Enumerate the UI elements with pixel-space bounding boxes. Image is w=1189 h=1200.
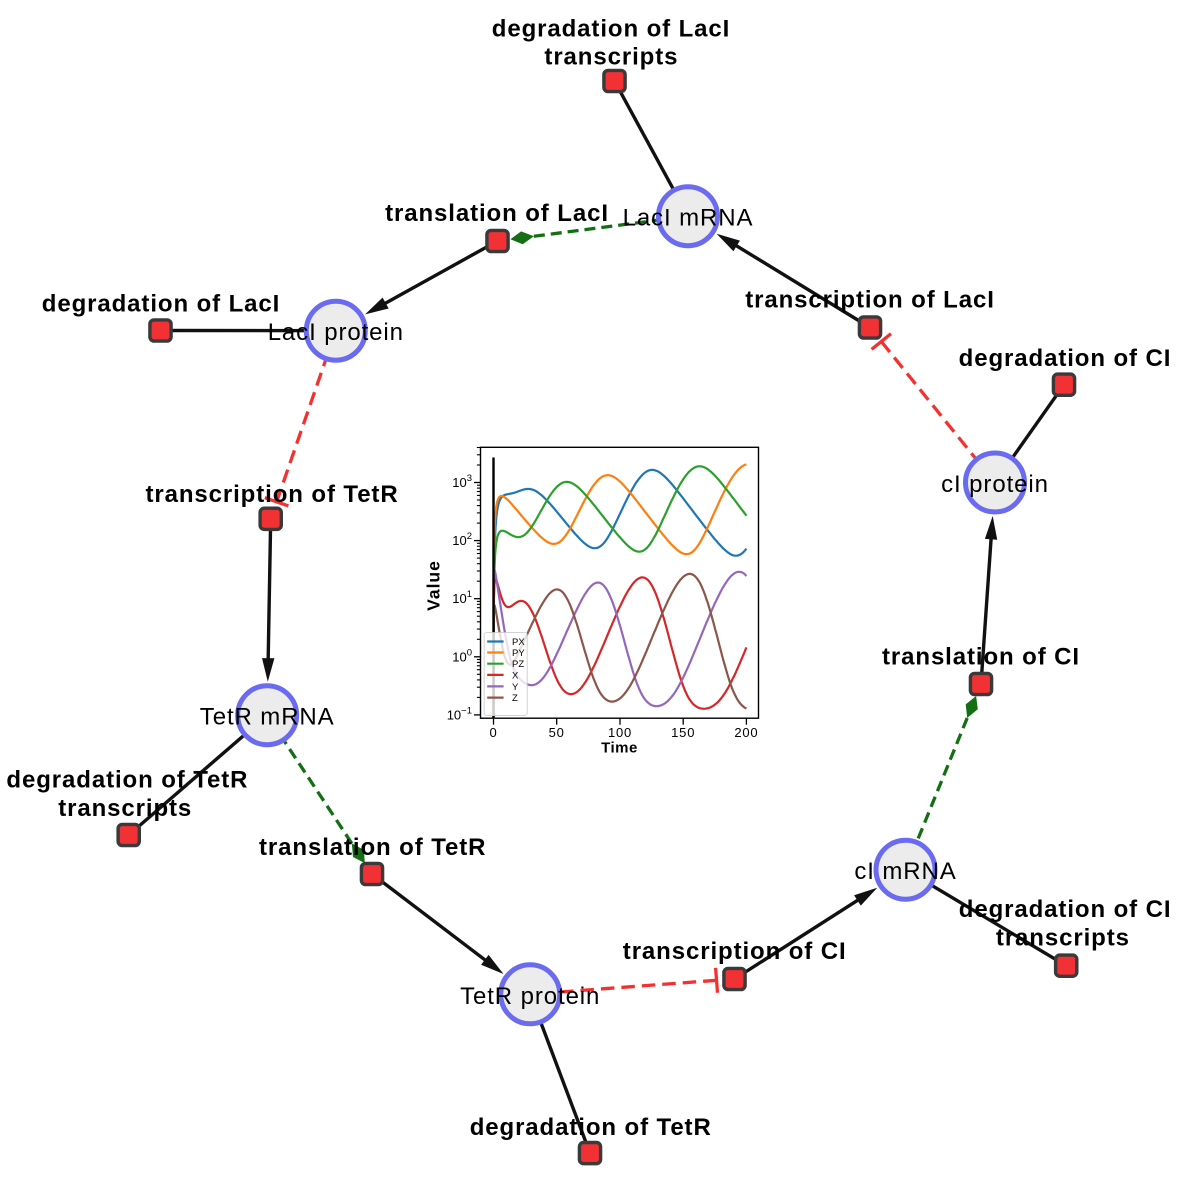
svg-text:TetR protein: TetR protein [460, 983, 600, 1010]
svg-text:TetR mRNA: TetR mRNA [200, 704, 335, 731]
svg-text:0: 0 [489, 725, 497, 740]
svg-text:degradation of CI: degradation of CI [959, 345, 1172, 372]
svg-text:transcription of CI: transcription of CI [623, 938, 847, 965]
svg-text:LacI mRNA: LacI mRNA [623, 205, 754, 232]
svg-text:transcription of TetR: transcription of TetR [145, 481, 398, 508]
svg-text:102: 102 [452, 531, 472, 548]
svg-text:translation of LacI: translation of LacI [385, 200, 609, 227]
svg-text:PX: PX [512, 637, 525, 648]
svg-text:100: 100 [452, 647, 472, 664]
svg-text:translation of TetR: translation of TetR [259, 834, 486, 861]
svg-text:transcription of LacI: transcription of LacI [745, 287, 995, 314]
svg-text:degradation of TetR: degradation of TetR [6, 766, 248, 793]
svg-text:cI protein: cI protein [941, 471, 1049, 498]
svg-text:translation of CI: translation of CI [882, 643, 1080, 670]
svg-text:transcripts: transcripts [544, 44, 678, 71]
svg-text:degradation of LacI: degradation of LacI [42, 291, 280, 318]
svg-text:transcripts: transcripts [996, 925, 1130, 952]
svg-text:degradation of LacI: degradation of LacI [492, 15, 730, 42]
svg-text:50: 50 [549, 725, 565, 740]
svg-text:Value: Value [424, 560, 444, 611]
svg-text:X: X [512, 670, 519, 681]
svg-text:PZ: PZ [512, 659, 524, 670]
svg-text:101: 101 [452, 589, 472, 606]
svg-text:150: 150 [671, 725, 695, 740]
svg-text:LacI protein: LacI protein [268, 319, 404, 346]
svg-text:103: 103 [452, 473, 472, 490]
svg-text:Y: Y [512, 682, 519, 693]
svg-text:10−1: 10−1 [447, 705, 472, 722]
svg-text:transcripts: transcripts [58, 795, 192, 822]
svg-text:Z: Z [512, 693, 518, 704]
svg-text:200: 200 [734, 725, 758, 740]
svg-text:Time: Time [601, 740, 638, 757]
svg-text:degradation of CI: degradation of CI [959, 896, 1172, 923]
svg-text:PY: PY [512, 648, 525, 659]
svg-text:cI mRNA: cI mRNA [854, 858, 956, 885]
svg-text:degradation of TetR: degradation of TetR [470, 1114, 712, 1141]
svg-text:100: 100 [608, 725, 632, 740]
